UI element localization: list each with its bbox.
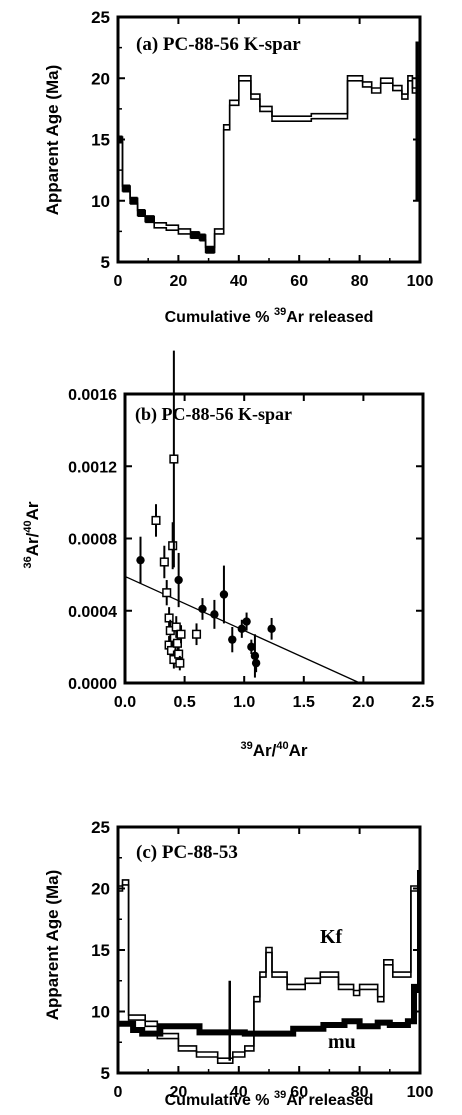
- y-tick-label: 20: [91, 69, 110, 88]
- panel-b-ylabel: 36Ar/40Ar: [22, 501, 42, 568]
- panel-b: (b) PC-88-56 K-spar 0.0 0.5 1.0 1.5 2.0 2.5 0.…: [22, 350, 434, 760]
- x-tick-label: 1.5: [293, 694, 315, 711]
- y-tick-label: 15: [91, 131, 110, 150]
- age-step-block: [130, 196, 138, 205]
- y-tick-label: 25: [91, 818, 110, 837]
- y-tick-label: 0.0016: [68, 387, 117, 404]
- x-tick-label: 80: [351, 273, 369, 290]
- data-point-open: [174, 649, 184, 659]
- data-point-filled: [242, 617, 251, 626]
- x-tick-label: 0.5: [173, 694, 195, 711]
- data-point-filled: [219, 590, 229, 599]
- data-point-open: [159, 557, 169, 567]
- x-tick-label: 2.5: [412, 694, 434, 711]
- y-tick-label: 20: [91, 880, 110, 899]
- data-point-filled: [247, 642, 256, 652]
- panel-a-title: (a) PC-88-56 K-spar: [136, 34, 301, 55]
- data-point-open: [168, 541, 178, 551]
- age-step-block: [122, 184, 131, 193]
- data-point-filled: [237, 624, 247, 634]
- x-tick-label: 100: [407, 1084, 434, 1101]
- x-tick-label: 80: [351, 1084, 369, 1101]
- data-point-filled: [198, 604, 207, 614]
- age-step-block: [118, 135, 123, 144]
- y-tick-label: 10: [91, 1003, 110, 1022]
- x-tick-label: 2.0: [352, 694, 374, 711]
- kf-spectrum-lower: [118, 884, 420, 1064]
- data-point-open: [171, 622, 181, 632]
- data-point-filled: [250, 651, 260, 661]
- y-tick-label: 5: [101, 1064, 110, 1083]
- x-tick-label: 40: [230, 273, 248, 290]
- age-step-block: [145, 215, 155, 224]
- data-point-filled: [174, 575, 183, 585]
- data-point-open: [191, 629, 202, 639]
- panel-c-ylabel: Apparent Age (Ma): [43, 870, 62, 1021]
- panel-a-xlabel: Cumulative % 39Ar released: [165, 306, 374, 326]
- age-spectrum-upper: [118, 75, 420, 249]
- y-tick-label: 0.0000: [68, 676, 117, 693]
- x-tick-label: 100: [407, 273, 434, 290]
- mu-spectrum: [118, 983, 420, 1037]
- data-point-open: [151, 515, 161, 525]
- x-tick-label: 0: [114, 273, 123, 290]
- age-step-block: [137, 209, 146, 217]
- data-point-open: [169, 454, 179, 464]
- x-tick-label: 60: [290, 273, 308, 290]
- panel-b-title: (b) PC-88-56 K-spar: [135, 404, 292, 425]
- panel-a: (a) PC-88-56 K-spar 0 20 40 60 80 100 5 10 15 20 2…: [43, 8, 433, 326]
- y-tick-label: 25: [91, 8, 110, 27]
- panel-a-ylabel: Apparent Age (Ma): [43, 65, 62, 216]
- y-tick-label: 0.0004: [68, 604, 117, 621]
- annotation-kf: Kf: [320, 926, 343, 948]
- age-step-block: [205, 245, 215, 254]
- data-point-filled: [210, 610, 219, 619]
- panel-b-xlabel: 39Ar/40Ar: [240, 740, 307, 760]
- panel-c: (c) PC-88-53 0 20 40 60 80 100 5 10 15 20 25 Kf mu…: [43, 818, 433, 1109]
- x-tick-label: 0.0: [114, 694, 136, 711]
- x-tick-label: 60: [290, 1084, 308, 1101]
- data-point-filled: [136, 555, 145, 565]
- annotation-mu: mu: [328, 1031, 356, 1053]
- y-tick-label: 5: [101, 253, 110, 272]
- x-tick-label: 1.0: [233, 694, 255, 711]
- age-step-block: [199, 233, 206, 242]
- data-point-open: [175, 658, 185, 668]
- x-tick-label: 40: [230, 1084, 248, 1101]
- y-tick-label: 15: [91, 941, 110, 960]
- data-point-filled: [228, 635, 237, 644]
- age-step-block: [190, 231, 200, 240]
- data-point-open: [164, 613, 174, 623]
- y-tick-label: 10: [91, 192, 110, 211]
- y-tick-label: 0.0008: [68, 532, 117, 549]
- x-tick-label: 20: [170, 1084, 188, 1101]
- data-point-open: [176, 629, 186, 639]
- x-tick-label: 0: [114, 1084, 123, 1101]
- y-tick-label: 0.0012: [68, 459, 117, 476]
- data-point-open: [162, 588, 172, 598]
- panel-c-title: (c) PC-88-53: [136, 842, 238, 863]
- panel-c-xlabel: Cumulative % 39Ar released: [165, 1089, 374, 1109]
- data-point-filled: [251, 658, 261, 668]
- x-tick-label: 20: [170, 273, 188, 290]
- data-point-filled: [267, 624, 276, 634]
